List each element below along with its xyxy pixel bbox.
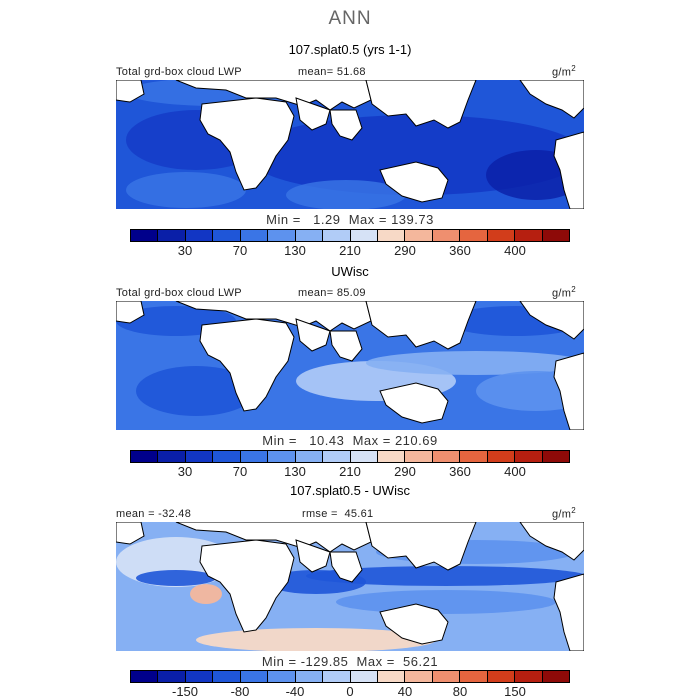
colorbar-tick-label: -80 xyxy=(230,684,250,699)
colorbar-swatch xyxy=(295,671,324,682)
colorbar-swatch xyxy=(295,230,324,241)
colorbar-swatch xyxy=(158,451,186,462)
colorbar-swatch xyxy=(185,671,214,682)
colorbar-swatch xyxy=(487,451,516,462)
colorbar-swatch xyxy=(405,671,433,682)
colorbar-swatch xyxy=(460,451,488,462)
colorbar-swatch xyxy=(240,671,269,682)
colorbar-swatch xyxy=(268,230,296,241)
colorbar-tick-label: 30 xyxy=(177,464,193,479)
colorbar-swatch xyxy=(350,671,378,682)
panel3-colorbar xyxy=(130,670,570,683)
colorbar-tick-label: 150 xyxy=(504,684,526,699)
colorbar-swatch xyxy=(432,230,461,241)
panel1-map xyxy=(116,80,584,209)
colorbar-swatch xyxy=(350,230,378,241)
colorbar-tick-label: 210 xyxy=(339,243,361,258)
panel2-minmax: Min = 10.43 Max = 210.69 xyxy=(262,433,438,448)
colorbar-swatch xyxy=(515,230,543,241)
colorbar-swatch xyxy=(240,451,269,462)
colorbar-swatch xyxy=(460,671,488,682)
colorbar-tick-label: 130 xyxy=(284,243,306,258)
panel2-colorbar-ticks: 30 70 130 210 290 360 400 xyxy=(130,464,570,480)
colorbar-swatch xyxy=(323,230,351,241)
colorbar-swatch xyxy=(432,671,461,682)
panel2-units: g/m2 xyxy=(552,285,576,300)
colorbar-swatch xyxy=(323,451,351,462)
colorbar-swatch xyxy=(542,671,569,682)
colorbar-swatch xyxy=(131,230,159,241)
colorbar-swatch xyxy=(432,451,461,462)
panel2-map xyxy=(116,301,584,430)
colorbar-tick-label: 70 xyxy=(232,464,248,479)
colorbar-tick-label: 400 xyxy=(504,243,526,258)
colorbar-swatch xyxy=(542,451,569,462)
colorbar-swatch xyxy=(268,671,296,682)
panel2-mean: mean= 85.09 xyxy=(298,287,366,299)
figure-title: ANN xyxy=(328,8,372,29)
colorbar-swatch xyxy=(158,230,186,241)
colorbar-swatch xyxy=(185,230,214,241)
panel2-field-label: Total grd-box cloud LWP xyxy=(116,287,242,299)
colorbar-swatch xyxy=(487,230,516,241)
colorbar-swatch xyxy=(405,230,433,241)
colorbar-swatch xyxy=(295,451,324,462)
colorbar-swatch xyxy=(377,671,406,682)
colorbar-swatch xyxy=(377,230,406,241)
panel1-field-label: Total grd-box cloud LWP xyxy=(116,66,242,78)
colorbar-swatch xyxy=(131,671,159,682)
colorbar-swatch xyxy=(515,451,543,462)
colorbar-swatch xyxy=(487,671,516,682)
colorbar-tick-label: 290 xyxy=(394,243,416,258)
panel2-title: UWisc xyxy=(331,264,369,279)
colorbar-swatch xyxy=(377,451,406,462)
colorbar-swatch xyxy=(158,671,186,682)
colorbar-swatch xyxy=(268,451,296,462)
panel3-map xyxy=(116,522,584,651)
colorbar-swatch xyxy=(405,451,433,462)
colorbar-tick-label: 290 xyxy=(394,464,416,479)
panel1-colorbar xyxy=(130,229,570,242)
colorbar-tick-label: 360 xyxy=(449,464,471,479)
colorbar-tick-label: 40 xyxy=(397,684,413,699)
colorbar-swatch xyxy=(323,671,351,682)
panel3-units: g/m2 xyxy=(552,506,576,521)
colorbar-tick-label: -40 xyxy=(285,684,305,699)
colorbar-swatch xyxy=(515,671,543,682)
panel3-colorbar-ticks: -150 -80 -40 0 40 80 150 xyxy=(130,684,570,700)
colorbar-swatch xyxy=(240,230,269,241)
panel2-colorbar xyxy=(130,450,570,463)
colorbar-swatch xyxy=(213,671,241,682)
colorbar-tick-label: 70 xyxy=(232,243,248,258)
colorbar-tick-label: 30 xyxy=(177,243,193,258)
panel1-units: g/m2 xyxy=(552,64,576,79)
colorbar-tick-label: 360 xyxy=(449,243,471,258)
colorbar-tick-label: 400 xyxy=(504,464,526,479)
panel3-minmax: Min = -129.85 Max = 56.21 xyxy=(261,654,439,669)
colorbar-swatch xyxy=(213,451,241,462)
panel3-rmse: rmse = 45.61 xyxy=(302,508,374,520)
panel1-minmax: Min = 1.29 Max = 139.73 xyxy=(266,212,434,227)
panel1-title: 107.splat0.5 (yrs 1-1) xyxy=(288,42,412,57)
colorbar-tick-label: -150 xyxy=(171,684,199,699)
colorbar-swatch xyxy=(350,451,378,462)
colorbar-tick-label: 80 xyxy=(452,684,468,699)
colorbar-swatch xyxy=(542,230,569,241)
colorbar-swatch xyxy=(131,451,159,462)
panel3-title: 107.splat0.5 - UWisc xyxy=(290,483,410,498)
panel3-mean: mean = -32.48 xyxy=(116,508,192,520)
colorbar-tick-label: 210 xyxy=(339,464,361,479)
colorbar-tick-label: 0 xyxy=(346,684,354,699)
colorbar-swatch xyxy=(185,451,214,462)
panel1-mean: mean= 51.68 xyxy=(298,66,366,78)
colorbar-swatch xyxy=(460,230,488,241)
colorbar-tick-label: 130 xyxy=(284,464,306,479)
panel1-colorbar-ticks: 30 70 130 210 290 360 400 xyxy=(130,243,570,259)
colorbar-swatch xyxy=(213,230,241,241)
